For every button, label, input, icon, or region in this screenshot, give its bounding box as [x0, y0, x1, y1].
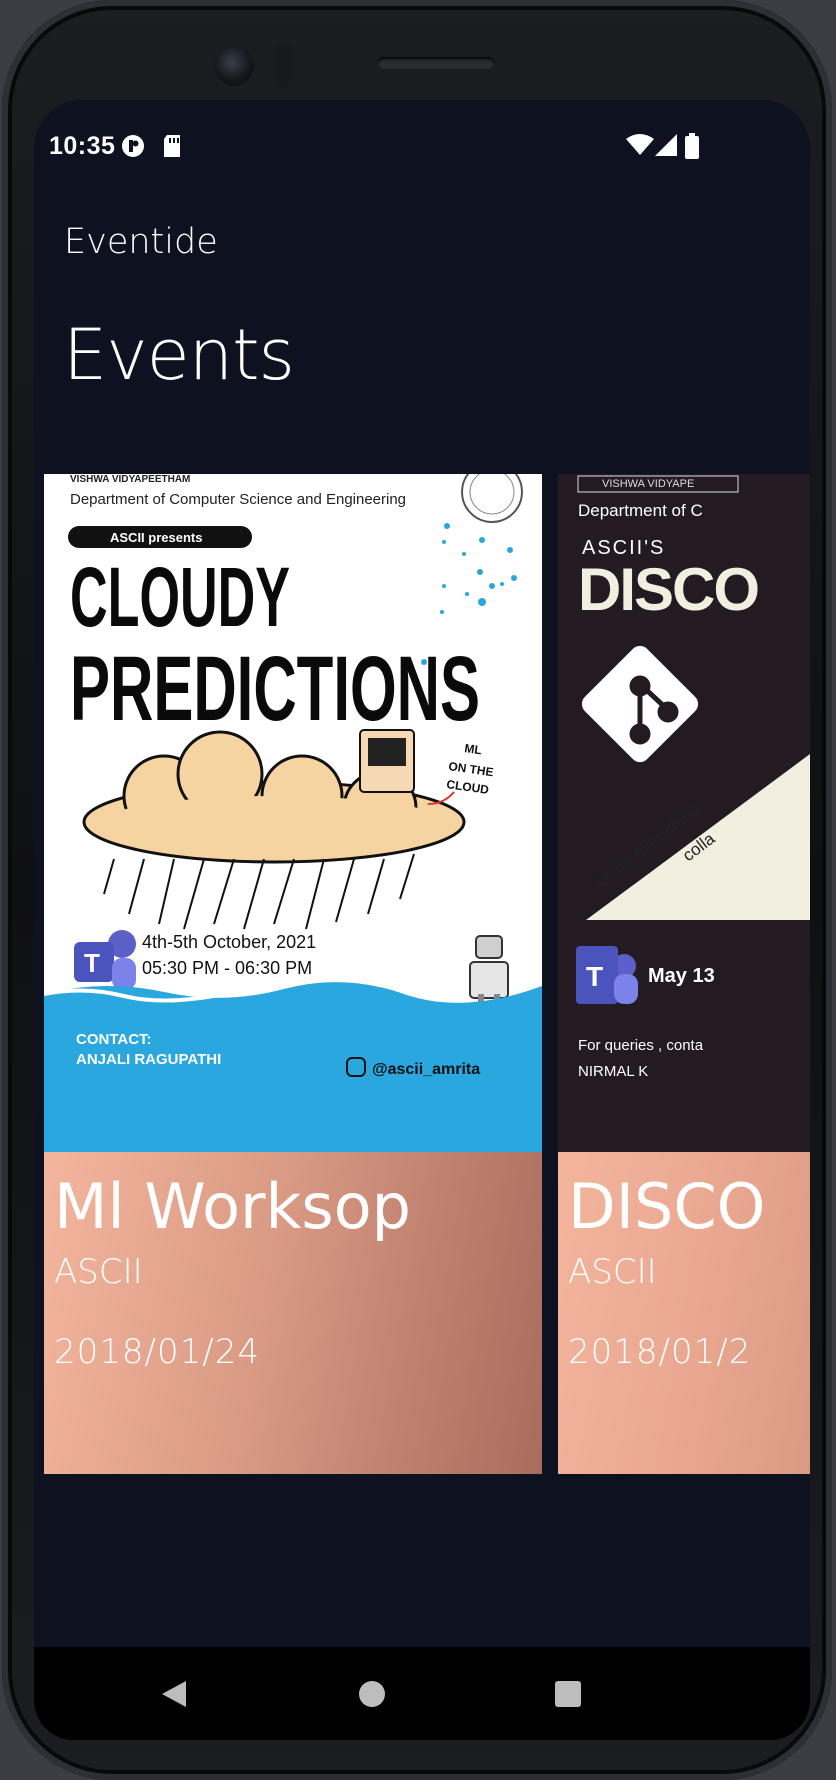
back-icon — [162, 1680, 186, 1707]
proximity-sensor — [274, 44, 294, 88]
app-screen: 10:35 Eventide Ev — [34, 100, 810, 1740]
cloud-illustration — [82, 730, 466, 930]
event-organizer: ASCII — [54, 1252, 143, 1292]
sd-card-icon — [164, 135, 180, 157]
event-title: Ml Worksop — [54, 1170, 412, 1243]
page-title: Events — [63, 314, 295, 396]
svg-text:T: T — [586, 961, 603, 992]
recents-button[interactable] — [518, 1647, 618, 1740]
event-title: DISCO — [568, 1170, 766, 1243]
app-title: Eventide — [64, 222, 218, 262]
poster-contact-label: CONTACT: — [76, 1031, 152, 1048]
event-info: DISCO ASCII 2018/01/2 — [558, 1152, 810, 1474]
poster-note-1: ML — [464, 741, 483, 757]
home-icon — [359, 1680, 385, 1707]
teams-icon: T — [74, 930, 136, 990]
recents-icon — [555, 1680, 581, 1707]
navigation-bar — [34, 1647, 810, 1740]
earpiece-speaker — [377, 57, 495, 69]
poster-presents: ASCII presents — [110, 530, 202, 545]
status-bar: 10:35 — [34, 100, 810, 172]
poster-queries: For queries , conta — [578, 1037, 704, 1054]
event-info: Ml Worksop ASCII 2018/01/24 — [44, 1152, 542, 1474]
computer-icon — [359, 729, 415, 793]
event-date: 2018/01/24 — [54, 1332, 260, 1372]
status-time: 10:35 — [49, 132, 116, 160]
front-camera — [214, 46, 254, 86]
poster-handle: @ascii_amrita — [372, 1061, 480, 1078]
event-organizer: ASCII — [568, 1252, 657, 1292]
event-card[interactable]: VISHWA VIDYAPE Department of C ASCII'S D… — [558, 474, 810, 1474]
poster-times: 05:30 PM - 06:30 PM — [142, 958, 312, 978]
poster-university: VISHWA VIDYAPE — [602, 478, 694, 490]
poster-university: VISHWA VIDYAPEETHAM — [70, 474, 190, 485]
svg-text:T: T — [84, 948, 100, 978]
poster-contact-name: ANJALI RAGUPATHI — [76, 1051, 221, 1068]
event-poster: VISHWA VIDYAPEETHAM Department of Comput… — [44, 474, 542, 1152]
teams-icon: T — [576, 946, 638, 1004]
poster-date: May 13 — [648, 965, 715, 987]
ascii-logo-icon — [461, 474, 523, 523]
rain-dots — [421, 523, 517, 665]
battery-icon — [685, 133, 699, 159]
poster-dates: 4th-5th October, 2021 — [142, 932, 316, 952]
event-poster: VISHWA VIDYAPE Department of C ASCII'S D… — [558, 474, 810, 1152]
poster-department: Department of Computer Science and Engin… — [70, 491, 406, 508]
data-saver-icon — [122, 135, 144, 157]
poster-department: Department of C — [578, 501, 703, 520]
event-date: 2018/01/2 — [568, 1332, 752, 1372]
signal-icon — [655, 134, 677, 156]
poster-headline: DISCO — [578, 556, 758, 623]
wifi-icon — [626, 134, 654, 155]
back-button[interactable] — [124, 1647, 224, 1740]
event-card[interactable]: VISHWA VIDYAPEETHAM Department of Comput… — [44, 474, 542, 1474]
poster-headline-1: CLOUDY — [70, 550, 290, 644]
poster-headline-2: PREDICTIONS — [70, 638, 480, 740]
poster-note-3: CLOUD — [446, 777, 491, 797]
instagram-icon — [346, 1057, 366, 1077]
poster-note-2: ON THE — [448, 759, 495, 779]
poster-presents: ASCII'S — [582, 537, 665, 559]
poster-contact: NIRMAL K — [578, 1063, 648, 1080]
git-branch-icon — [629, 675, 679, 745]
home-button[interactable] — [322, 1647, 422, 1740]
